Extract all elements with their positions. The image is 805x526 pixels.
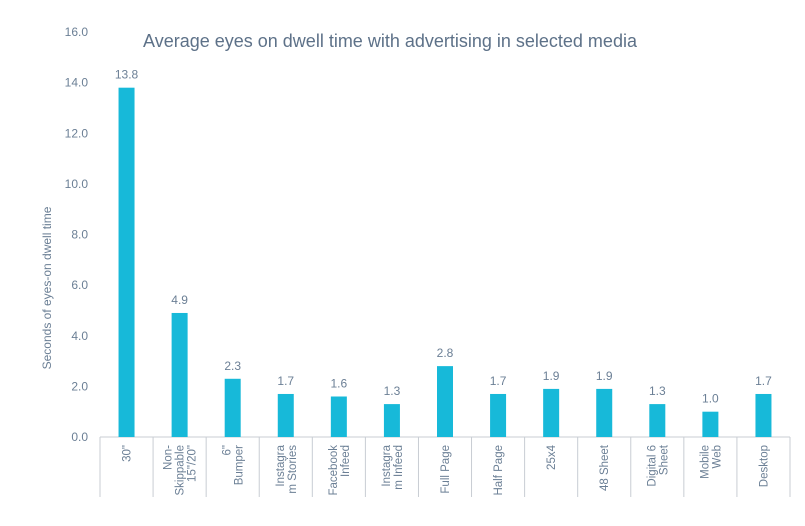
bar — [330, 396, 347, 437]
bar — [755, 393, 772, 437]
bar — [383, 404, 400, 437]
x-tick-label: Non- — [163, 445, 175, 470]
x-tick-label: 30" — [122, 445, 134, 462]
y-tick-label: 0.0 — [71, 430, 88, 444]
x-tick-label: Web — [711, 445, 723, 468]
x-tick-label: Instagra — [381, 444, 393, 486]
bar — [171, 312, 188, 437]
x-tick-label: Mobile — [699, 445, 711, 479]
data-label: 2.3 — [224, 359, 241, 373]
x-tick-label: Facebook — [328, 445, 340, 496]
x-tick-label-group: 6" Bumper — [222, 445, 246, 485]
x-tick-label: Half Page — [493, 445, 505, 496]
label-layer: 13.8 30" 4.9 Non- Skippable 15"/20" 2.3 6" Bumpe… — [115, 68, 772, 496]
x-tick-label-group: Half Page — [493, 445, 505, 496]
x-tick-label: Infeed — [340, 445, 352, 477]
data-label: 1.9 — [543, 369, 560, 383]
x-tick-label-group: Full Page — [440, 445, 452, 494]
data-label: 2.8 — [437, 346, 454, 360]
x-tick-label: m Infeed — [393, 445, 405, 490]
y-tick-label: 14.0 — [65, 76, 89, 90]
y-tick-label: 6.0 — [71, 278, 88, 292]
data-label: 1.7 — [755, 374, 772, 388]
x-tick-label: Full Page — [440, 445, 452, 494]
data-label: 13.8 — [115, 68, 139, 82]
bar — [596, 388, 613, 437]
data-label: 1.6 — [331, 377, 348, 391]
chart-title: Average eyes on dwell time with advertis… — [143, 31, 638, 51]
y-tick-label: 10.0 — [65, 177, 89, 191]
x-tick-label: Desktop — [758, 445, 770, 487]
data-label: 1.3 — [649, 384, 666, 398]
bar-layer — [118, 87, 772, 437]
x-tick-label: 15"/20" — [187, 445, 199, 482]
x-tick-label: m Stories — [287, 445, 299, 494]
x-tick-label: 25x4 — [546, 444, 558, 470]
bar — [702, 411, 719, 437]
x-tick-label: Skippable — [175, 445, 187, 496]
axis-layer: 0.0 2.0 4.0 6.0 8.0 10.0 12.0 14.0 16.0 — [65, 25, 791, 497]
x-tick-label-group: 30" — [122, 445, 134, 462]
bar — [649, 404, 666, 437]
data-label: 1.0 — [702, 392, 719, 406]
x-tick-label: Sheet — [658, 444, 670, 475]
y-tick-label: 2.0 — [71, 379, 88, 393]
bar — [277, 393, 294, 437]
bar — [490, 393, 507, 437]
bar — [224, 378, 241, 437]
x-tick-label: Bumper — [234, 445, 246, 485]
data-label: 1.7 — [490, 374, 507, 388]
x-tick-label-group: Desktop — [758, 445, 770, 487]
bar — [118, 87, 135, 437]
data-label: 4.9 — [171, 293, 188, 307]
y-axis-label: Seconds of eyes-on dwell time — [40, 206, 54, 369]
x-tick-label: Instagra — [275, 444, 287, 486]
data-label: 1.7 — [277, 374, 294, 388]
x-tick-label-group: Non- Skippable 15"/20" — [163, 445, 199, 496]
data-label: 1.9 — [596, 369, 613, 383]
y-tick-label: 12.0 — [65, 126, 89, 140]
x-tick-label-group: Instagra m Stories — [275, 444, 299, 493]
y-tick-label: 4.0 — [71, 329, 88, 343]
x-tick-label: 6" — [222, 445, 234, 455]
data-label: 1.3 — [384, 384, 401, 398]
y-tick-label: 8.0 — [71, 228, 88, 242]
x-tick-label-group: 48 Sheet — [599, 444, 611, 491]
x-tick-label-group: Mobile Web — [699, 445, 723, 479]
x-tick-label-group: Facebook Infeed — [328, 445, 352, 496]
x-tick-label: 48 Sheet — [599, 444, 611, 491]
bar — [437, 366, 453, 437]
x-tick-label-group: Instagra m Infeed — [381, 444, 405, 489]
x-tick-label: Digital 6 — [646, 445, 658, 487]
x-tick-label-group: Digital 6 Sheet — [646, 444, 670, 486]
y-tick-label: 16.0 — [65, 25, 89, 39]
bar — [543, 388, 560, 437]
x-tick-label-group: 25x4 — [546, 444, 558, 470]
